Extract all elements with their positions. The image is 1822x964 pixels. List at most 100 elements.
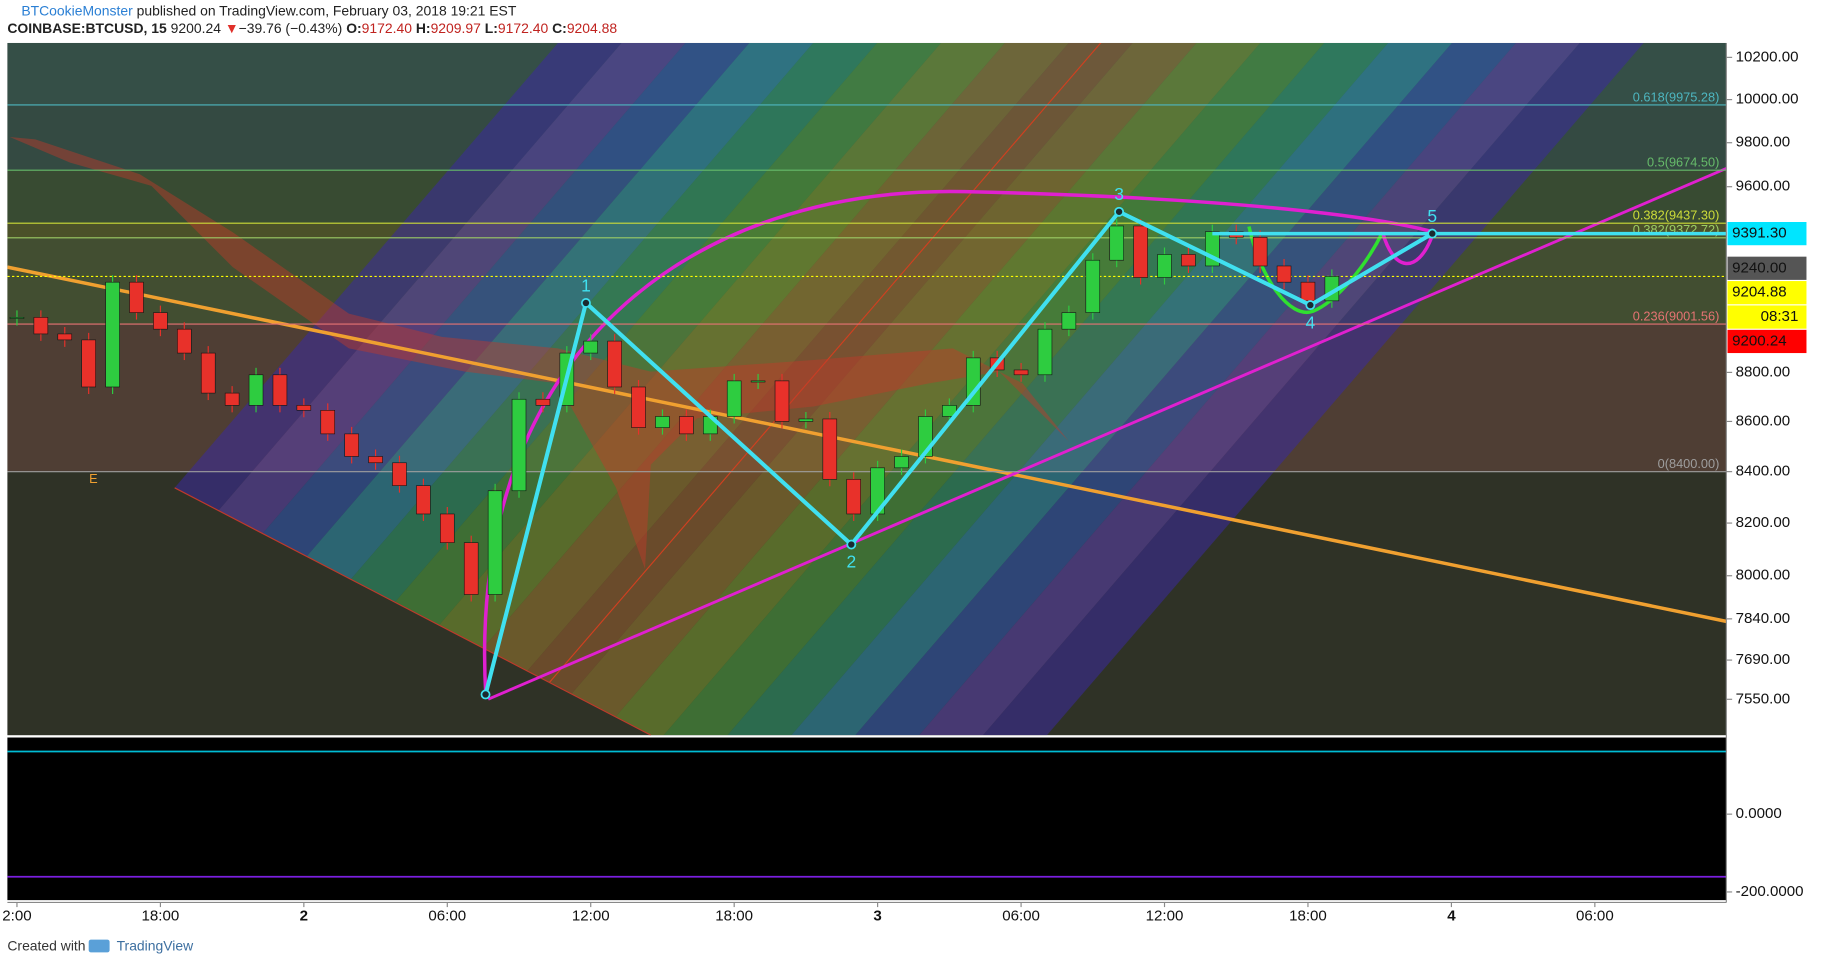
high: 9209.97: [431, 20, 482, 36]
candle: [655, 416, 670, 428]
wave-point: [1305, 300, 1316, 311]
author[interactable]: BTCookieMonster: [21, 2, 133, 18]
x-tick-label: 2: [300, 907, 308, 924]
candle: [296, 405, 312, 411]
fib-lines: 0.618(9975.28) 0.5(9674.50) 0.382(9437.30)…: [7, 89, 1727, 473]
pitchfork-band: [216, 42, 1094, 736]
fib-label: 0.236(9001.56): [1633, 308, 1720, 323]
x-tick-label: 18:00: [142, 907, 180, 924]
cloud: [9, 137, 1069, 570]
candle: [320, 410, 336, 435]
candle: [894, 456, 909, 469]
pitchfork-band: [344, 42, 1222, 736]
candle: [105, 281, 120, 388]
price-label: 9240.00: [1732, 259, 1787, 276]
published: published on TradingView.com, February 0…: [137, 2, 517, 18]
h-label: H:: [416, 20, 431, 36]
candle: [1300, 281, 1316, 302]
cup-curve: [1247, 226, 1385, 315]
candles: [9, 219, 1340, 602]
logo: [88, 939, 110, 953]
candle: [1252, 237, 1268, 267]
fib-label: 0.382(9437.30): [1633, 208, 1720, 223]
wave-point: [1427, 228, 1438, 239]
wave-line: [483, 209, 1434, 695]
median-line: [503, 42, 1318, 736]
pitchfork-band: [983, 42, 1727, 736]
wave-point: [846, 539, 857, 550]
change: −39.76 (−0.43%): [239, 20, 343, 36]
candle: [822, 418, 838, 480]
candle: [272, 374, 288, 406]
y-tick-label: 8800.00: [1736, 363, 1791, 380]
candle: [129, 281, 144, 313]
y-tick-label: 9600.00: [1736, 178, 1791, 195]
pitchfork-band: [408, 42, 1285, 736]
candle: [487, 490, 503, 595]
candle: [368, 456, 383, 464]
x-tick-label: 06:00: [1576, 907, 1614, 924]
candle: [1085, 259, 1101, 313]
candle: [177, 328, 192, 354]
footer-brand[interactable]: TradingView: [117, 937, 195, 953]
candle: [463, 542, 479, 595]
fib-label: 0.5(9674.50): [1647, 155, 1719, 170]
candle: [153, 312, 168, 330]
c-label: C:: [552, 20, 567, 36]
fork-edge: [174, 487, 652, 736]
macd: [7, 750, 1727, 878]
fib-label: 0.618(9975.28): [1633, 89, 1720, 104]
x-tick-label: 12:00: [572, 907, 610, 924]
candle: [1013, 369, 1029, 376]
low: 9172.40: [498, 20, 549, 36]
macd-y-tick-label: -200.0000: [1736, 883, 1804, 900]
candle: [511, 398, 527, 492]
pitchfork-band: [599, 42, 1477, 736]
open: 9172.40: [362, 20, 413, 36]
fib-label: 0(8400.00): [1658, 456, 1720, 471]
price-axis: [1727, 42, 1822, 903]
candle: [774, 380, 790, 422]
price-label-box: [1727, 329, 1807, 354]
last-price: 9200.24: [171, 20, 222, 36]
y-tick-label: 7840.00: [1736, 610, 1791, 627]
y-tick-label: 8200.00: [1736, 514, 1791, 531]
candle: [631, 386, 646, 428]
hook-curve: [1380, 231, 1433, 266]
y-tick-label: 7550.00: [1736, 690, 1791, 707]
annotation: E: [89, 471, 98, 486]
price-label: 9391.30: [1732, 225, 1787, 242]
y-tick-label: 8600.00: [1736, 412, 1791, 429]
candle: [1157, 254, 1172, 278]
x-tick-label: 06:00: [428, 907, 466, 924]
support-line: [487, 167, 1727, 701]
price-label: 9200.24: [1732, 332, 1787, 349]
price-label-box: [1727, 222, 1807, 246]
candle: [607, 340, 622, 388]
candle: [798, 418, 814, 422]
x-tick-label: 18:00: [1289, 907, 1327, 924]
candle: [440, 513, 455, 543]
wave-label: 1: [581, 275, 591, 295]
price-label: 9204.88: [1732, 284, 1787, 301]
wave-point: [581, 298, 591, 308]
wave-label: 5: [1427, 206, 1437, 226]
candle: [1061, 312, 1077, 330]
candle: [1109, 225, 1124, 261]
x-tick-label: 12:00: [1146, 907, 1184, 924]
axes: 10200.00 10000.00 9800.00 9600.00 8800.00 860…: [2, 42, 1822, 924]
pitchfork-band: [535, 42, 1413, 736]
wave-point: [480, 689, 491, 700]
waves: 1 2 3 4 5: [480, 184, 1727, 700]
candle: [33, 317, 49, 335]
candle: [392, 462, 407, 486]
symbol-line: COINBASE:BTCUSD, 15 9200.24 ▼−39.76 (−0.…: [7, 20, 617, 36]
macd-y-tick-label: 0.0000: [1736, 805, 1782, 822]
x-tick-label: 18:00: [715, 907, 753, 924]
wave-label: 2: [846, 552, 856, 572]
candle: [679, 416, 694, 435]
footer-text: Created with: [7, 937, 85, 953]
header-line: BTCookieMonster published on TradingView…: [21, 2, 517, 18]
countdown: 08:31: [1761, 308, 1799, 325]
